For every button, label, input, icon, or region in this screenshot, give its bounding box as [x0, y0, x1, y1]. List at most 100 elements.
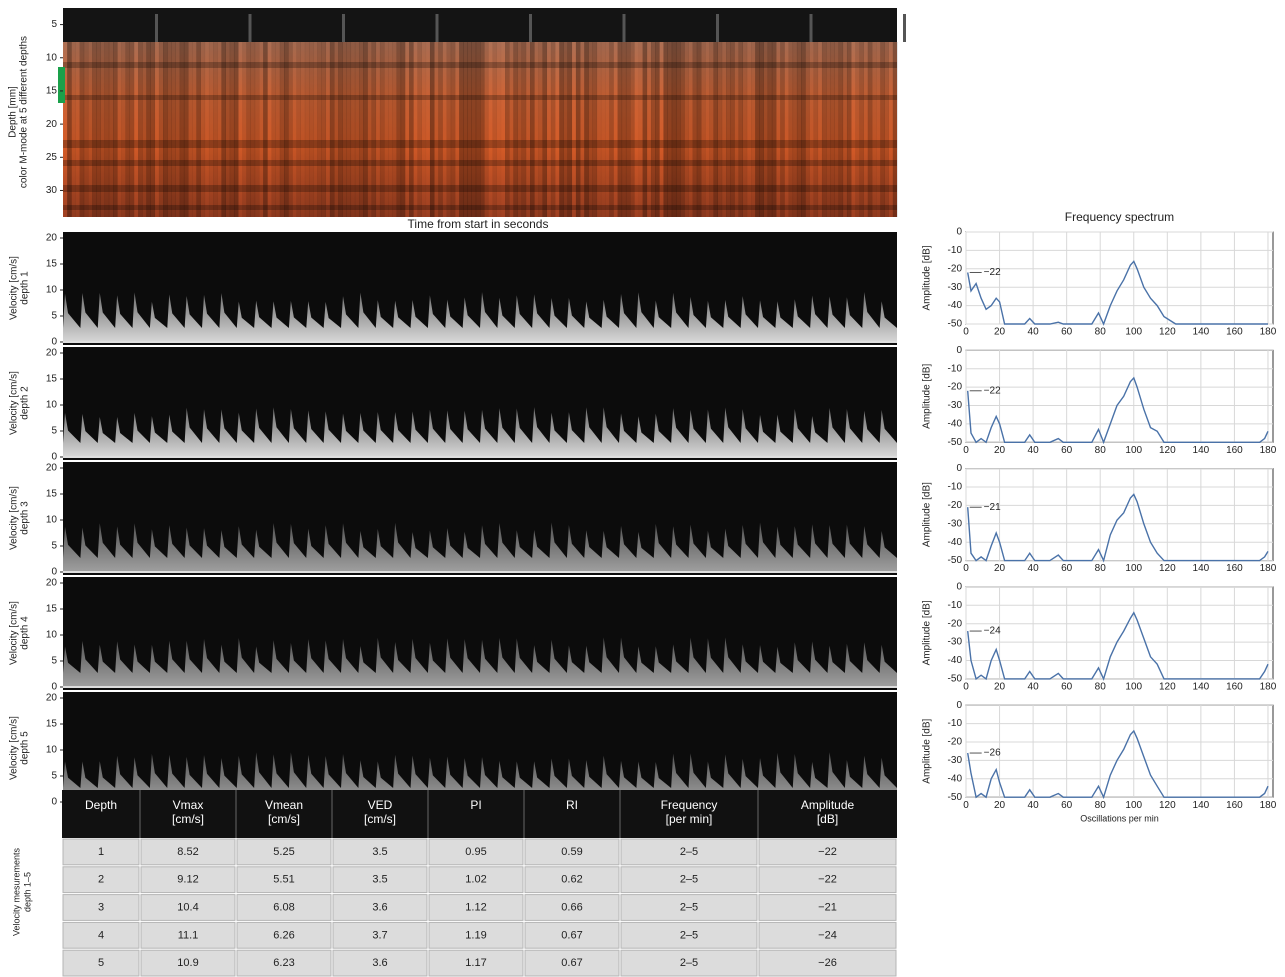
mmode-stripe	[129, 42, 135, 217]
mmode-stripe	[150, 42, 156, 217]
x-tick-label: 0	[963, 445, 969, 456]
mmode-stripe	[542, 42, 548, 217]
mmode-stripe	[855, 42, 860, 217]
x-tick-label: 180	[1260, 682, 1277, 693]
spectrogram-background	[63, 577, 897, 690]
flow-envelope	[63, 522, 897, 572]
mmode-stripe	[429, 42, 435, 217]
mmode-stripe	[108, 42, 114, 217]
mmode-stripe	[329, 42, 335, 217]
cell-text: 0.95	[465, 846, 486, 858]
mmode-stripe	[809, 42, 814, 217]
mmode-stripe	[125, 42, 131, 217]
x-tick-label: 40	[1028, 800, 1040, 811]
y-tick-label: 20	[46, 693, 58, 704]
mmode-stripe	[746, 42, 752, 217]
flow-envelope	[63, 637, 897, 687]
mmode-stripe	[133, 42, 139, 217]
mmode-stripe	[567, 42, 573, 217]
y-axis-label: Depth [mm]	[8, 86, 19, 138]
y-tick-label: -20	[948, 618, 963, 629]
cell-text: −21	[818, 902, 837, 914]
mmode-stripe	[71, 42, 76, 217]
mmode-stripe	[563, 42, 568, 217]
mmode-stripe	[788, 42, 794, 217]
y-tick-label: -20	[948, 500, 963, 511]
mmode-stripe	[684, 42, 689, 217]
table-cell	[620, 949, 758, 977]
mmode-stripe	[88, 42, 93, 217]
y-tick-label: -50	[948, 792, 963, 803]
mmode-stripe	[680, 42, 685, 217]
y-tick-label: 0	[51, 682, 57, 693]
mmode-stripe	[313, 42, 318, 217]
mmode-stripe	[246, 42, 251, 217]
mmode-stripe	[217, 42, 222, 217]
x-tick-label: 180	[1260, 800, 1277, 811]
cell-text: 3.7	[372, 929, 387, 941]
spectrogram-background	[63, 347, 897, 460]
mmode-stripe	[400, 42, 406, 217]
x-tick-label: 20	[994, 327, 1006, 338]
mmode-stripe	[208, 42, 214, 217]
mmode-stripe	[484, 42, 489, 217]
y-tick-label: 5	[51, 541, 57, 552]
table-cell	[758, 894, 897, 921]
mmode-stripe	[509, 42, 514, 217]
mmode-stripe	[288, 42, 293, 217]
cell-text: 2–5	[680, 846, 698, 858]
mmode-stripe	[734, 42, 739, 217]
y-axis-label: Velocity [cm/s]	[9, 486, 20, 550]
table-cell	[236, 866, 332, 894]
mmode-stripe	[154, 42, 160, 217]
table-cell	[332, 894, 428, 921]
mmode-stripe	[888, 42, 894, 217]
mmode-stripe	[500, 42, 506, 217]
x-tick-label: 20	[994, 445, 1006, 456]
mmode-stripe	[663, 42, 668, 217]
mmode-stripe	[175, 42, 181, 217]
mmode-stripe	[496, 42, 502, 217]
y-tick-label: -10	[948, 718, 963, 729]
mmode-spike	[435, 14, 439, 42]
x-tick-label: 80	[1095, 682, 1107, 693]
mmode-stripe	[538, 42, 543, 217]
y-axis-label: color M-mode at 5 different depths	[19, 36, 30, 188]
mmode-stripe	[513, 42, 518, 217]
spectrum-line	[967, 376, 1269, 445]
table-cell	[428, 866, 524, 894]
y-tick-label: 5	[51, 656, 57, 667]
table-cell	[332, 838, 428, 866]
x-tick-label: 20	[994, 682, 1006, 693]
mmode-spike	[809, 14, 813, 42]
mmode-stripe	[596, 42, 602, 217]
cell-text: 2–5	[680, 874, 698, 886]
mmode-stripe	[851, 42, 856, 217]
mmode-stripe	[692, 42, 698, 217]
flow-envelope	[63, 752, 897, 802]
mmode-stripe	[83, 42, 89, 217]
table-cell	[332, 866, 428, 894]
header-cell: Amplitude	[801, 798, 855, 812]
y-axis-label: depth 5	[20, 731, 31, 765]
mmode-stripe	[167, 42, 172, 217]
y-tick-label: -40	[948, 537, 963, 548]
mmode-stripe	[79, 42, 85, 217]
mmode-stripe	[559, 42, 564, 217]
x-tick-label: 0	[963, 327, 969, 338]
y-tick-label: 10	[46, 400, 58, 411]
mmode-stripe	[667, 42, 673, 217]
y-tick-label: 10	[46, 515, 58, 526]
y-axis-label: Velocity [cm/s]	[9, 716, 20, 780]
mmode-stripe	[117, 42, 122, 217]
spectrum-line	[967, 729, 1269, 800]
mmode-stripe	[317, 42, 322, 217]
mmode-stripe	[592, 42, 598, 217]
cell-text: 10.4	[177, 902, 198, 914]
x-tick-label: 140	[1193, 682, 1210, 693]
y-tick-label: -50	[948, 437, 963, 448]
cell-text: 0.67	[561, 929, 582, 941]
x-tick-label: 20	[994, 800, 1006, 811]
mmode-stripe	[625, 42, 631, 217]
mmode-stripe	[867, 42, 873, 217]
